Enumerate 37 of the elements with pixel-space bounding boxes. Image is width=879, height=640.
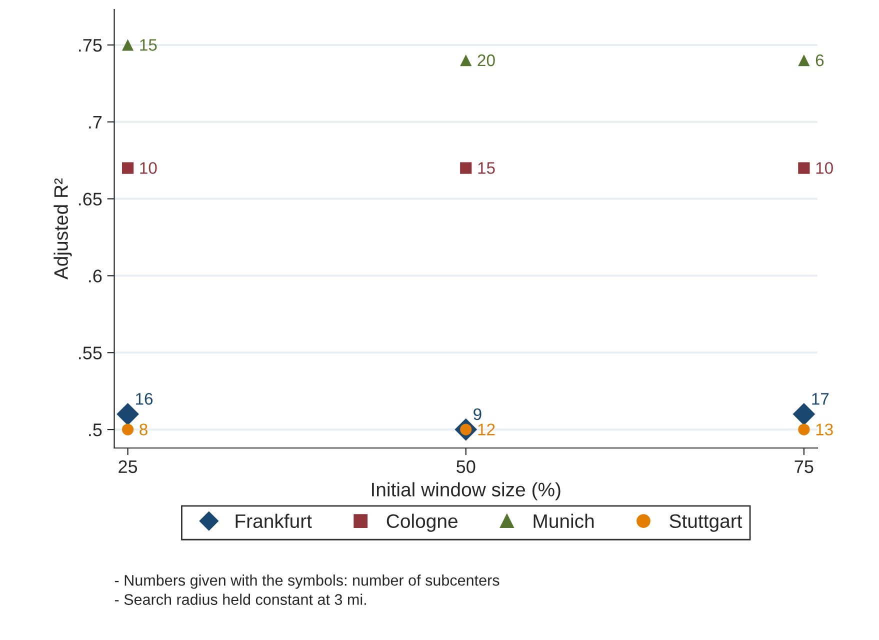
y-tick-label: .7 <box>89 116 102 128</box>
point <box>460 54 472 66</box>
annotation: 15 <box>478 162 495 174</box>
annotation: 15 <box>140 39 157 51</box>
annotation: 8 <box>140 424 148 436</box>
text: - Search radius held constant at 3 mi. <box>114 594 366 605</box>
text: - Numbers given with the symbols: number of subcenters <box>114 574 500 589</box>
legend-label: Frankfurt <box>236 514 312 528</box>
annotation: 13 <box>816 424 833 436</box>
annotation: 10 <box>140 162 157 174</box>
point <box>798 162 810 174</box>
annotation: 10 <box>816 162 833 174</box>
y-tick-label: .65 <box>79 192 102 206</box>
annotation: 9 <box>474 408 482 420</box>
annotation: 20 <box>478 54 495 66</box>
point <box>460 162 472 174</box>
point <box>798 54 810 66</box>
legend-label: Stuttgart <box>670 514 742 532</box>
y-tick-label: .55 <box>79 346 102 360</box>
x-tick-label: 50 <box>456 460 476 474</box>
x-axis-title: Initial window size (%) <box>372 482 560 500</box>
point <box>122 162 134 174</box>
point <box>122 39 134 51</box>
legend-label: Munich <box>534 514 594 528</box>
y-tick-label: .75 <box>79 39 102 52</box>
y-tick-label: .6 <box>89 270 102 282</box>
x-tick-label: 25 <box>118 460 138 474</box>
point <box>798 424 810 436</box>
annotation: 17 <box>812 393 829 405</box>
annotation: 16 <box>136 392 153 405</box>
y-axis-title: Adjusted R² <box>54 178 72 280</box>
point <box>122 424 134 436</box>
annotation: 12 <box>478 424 495 436</box>
annotation: 6 <box>816 54 824 66</box>
y-tick-label: .5 <box>89 424 102 436</box>
legend-label: Cologne <box>386 514 458 532</box>
x-tick-label: 75 <box>794 460 814 474</box>
